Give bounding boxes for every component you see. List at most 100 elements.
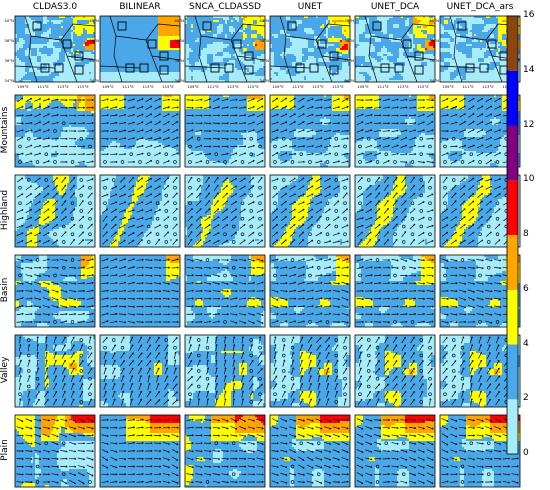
panel-highland-2 [185, 175, 265, 247]
wind-vector [365, 480, 373, 484]
wind-vector [511, 473, 519, 476]
wind-vector [477, 200, 483, 206]
map-panel-3 [270, 16, 350, 82]
lon-label: 109°E [357, 84, 369, 89]
wind-vector [16, 232, 24, 236]
wind-vector [51, 297, 59, 301]
wind-vector [77, 450, 85, 452]
panel-frame [14, 94, 96, 168]
wind-vector [401, 391, 407, 398]
panel-highland-1 [100, 175, 180, 247]
wind-vector [392, 375, 398, 382]
wind-vector [138, 336, 142, 344]
wind-vector [290, 398, 295, 406]
wind-vector [42, 419, 50, 421]
wind-vector [441, 258, 449, 262]
calm-marker [358, 392, 362, 396]
calm-marker [27, 369, 31, 373]
wind-vector [356, 137, 364, 141]
wind-vector [494, 152, 501, 157]
wind-vector [60, 274, 68, 277]
wind-vector [101, 258, 109, 262]
calm-marker [79, 400, 83, 404]
wind-vector [450, 216, 457, 221]
wind-vector [426, 240, 434, 244]
panel-mountains-2 [185, 95, 265, 167]
wind-vector [410, 352, 415, 359]
wind-vector [441, 224, 449, 229]
calm-marker [62, 441, 66, 445]
wind-vector [400, 449, 408, 453]
wind-vector [326, 398, 329, 406]
row-label-mountains: Mountains [0, 95, 10, 165]
wind-vector [291, 359, 294, 367]
wind-vector [51, 426, 59, 430]
wind-vector [408, 305, 417, 308]
wind-vector [34, 129, 41, 133]
wind-vector [42, 106, 50, 110]
wind-vector [375, 184, 380, 191]
region-box [117, 21, 127, 31]
wind-vector [408, 99, 417, 101]
panel-frame [184, 94, 266, 168]
wind-vector [147, 375, 150, 383]
wind-vector [186, 450, 194, 452]
wind-vector [280, 129, 288, 133]
wind-vector [357, 337, 363, 343]
wind-vector [401, 352, 406, 359]
wind-vector [34, 281, 41, 285]
wind-vector [239, 426, 246, 430]
wind-vector [409, 137, 416, 141]
wind-vector [127, 129, 135, 133]
wind-vector [383, 376, 390, 382]
wind-vector [273, 351, 277, 360]
wind-vector [468, 224, 475, 229]
region-box [487, 39, 497, 49]
wind-vector [86, 114, 94, 117]
wind-vector [315, 449, 323, 453]
calm-marker [367, 178, 371, 182]
wind-vector [127, 106, 135, 109]
wind-vector [392, 336, 398, 344]
wind-vector [341, 320, 349, 324]
wind-vector [280, 305, 288, 308]
wind-vector [204, 208, 211, 214]
calm-marker [428, 217, 432, 221]
wind-vector [306, 258, 314, 262]
wind-vector [289, 129, 296, 133]
wind-vector [315, 122, 323, 125]
wind-vector [187, 208, 193, 214]
wind-vector [162, 480, 170, 484]
wind-vector [374, 145, 381, 148]
wind-vector [343, 383, 347, 390]
wind-vector [341, 160, 349, 164]
wind-vector [137, 239, 143, 245]
wind-vector [478, 367, 482, 375]
wind-vector [400, 153, 408, 155]
calm-marker [273, 273, 277, 278]
wind-vector [441, 98, 449, 102]
calm-marker [317, 266, 321, 270]
wind-vector [290, 336, 295, 344]
wind-vector [374, 441, 381, 445]
wind-vector [289, 216, 296, 222]
wind-vector [77, 161, 85, 163]
wind-vector [409, 442, 416, 445]
wind-vector [442, 368, 448, 374]
wind-vector [110, 239, 117, 245]
wind-vector [162, 137, 170, 141]
wind-vector [468, 192, 475, 199]
wind-vector [129, 375, 133, 383]
wind-vector [101, 122, 109, 125]
wind-vector [62, 398, 66, 406]
wind-vector [36, 351, 39, 360]
wind-vector [341, 419, 349, 421]
calm-marker [325, 160, 330, 164]
wind-vector [162, 457, 170, 461]
wind-vector [221, 418, 229, 422]
wind-vector [52, 224, 58, 229]
wind-vector [493, 274, 502, 277]
wind-vector [417, 449, 425, 453]
wind-vector [299, 352, 303, 359]
lon-label: 111°E [462, 84, 474, 89]
